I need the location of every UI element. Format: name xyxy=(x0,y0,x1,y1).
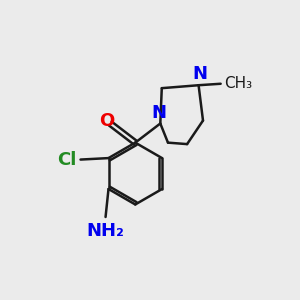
Text: N: N xyxy=(193,65,208,83)
Text: N: N xyxy=(151,104,166,122)
Text: CH₃: CH₃ xyxy=(224,76,252,91)
Text: Cl: Cl xyxy=(58,151,77,169)
Text: NH₂: NH₂ xyxy=(87,222,124,240)
Text: O: O xyxy=(99,112,114,130)
